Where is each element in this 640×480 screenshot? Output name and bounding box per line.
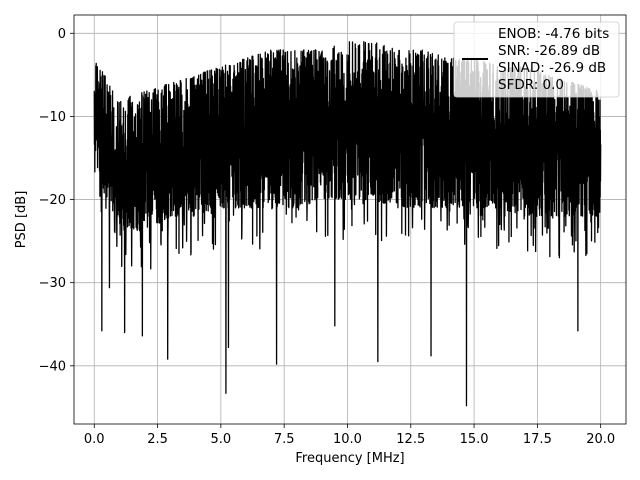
x-tick-label: 20.0	[586, 432, 615, 447]
y-tick-label: 0	[58, 27, 66, 42]
x-tick-label: 15.0	[460, 432, 489, 447]
y-tick-label: −40	[39, 359, 66, 374]
x-tick-label: 10.0	[333, 432, 362, 447]
psd-series-line	[93, 41, 602, 407]
legend-entry-sfdr: SFDR: 0.0	[498, 77, 564, 93]
ticks: 0.0 2.5 5.0 7.5 10.0 12.5 15.0 17.5 20.0 0 −10 −20 −…	[39, 27, 616, 447]
y-tick-label: −30	[39, 276, 66, 291]
x-tick-label: 7.5	[274, 432, 295, 447]
x-tick-label: 12.5	[396, 432, 425, 447]
x-axis-label: Frequency [MHz]	[295, 451, 404, 466]
y-tick-label: −20	[39, 193, 66, 208]
x-tick-label: 2.5	[147, 432, 168, 447]
y-axis-label: PSD [dB]	[14, 191, 29, 249]
x-tick-label: 0.0	[84, 432, 105, 447]
legend: ENOB: -4.76 bits SNR: -26.89 dB SINAD: -…	[453, 21, 620, 98]
legend-entry-snr: SNR: -26.89 dB	[498, 43, 600, 59]
legend-entry-enob: ENOB: -4.76 bits	[498, 26, 609, 42]
x-tick-label: 17.5	[523, 432, 552, 447]
x-tick-label: 5.0	[211, 432, 232, 447]
legend-entry-sinad: SINAD: -26.9 dB	[498, 60, 606, 76]
legend-box	[453, 21, 620, 98]
plot-frame	[73, 14, 627, 425]
y-tick-label: −10	[39, 110, 66, 125]
